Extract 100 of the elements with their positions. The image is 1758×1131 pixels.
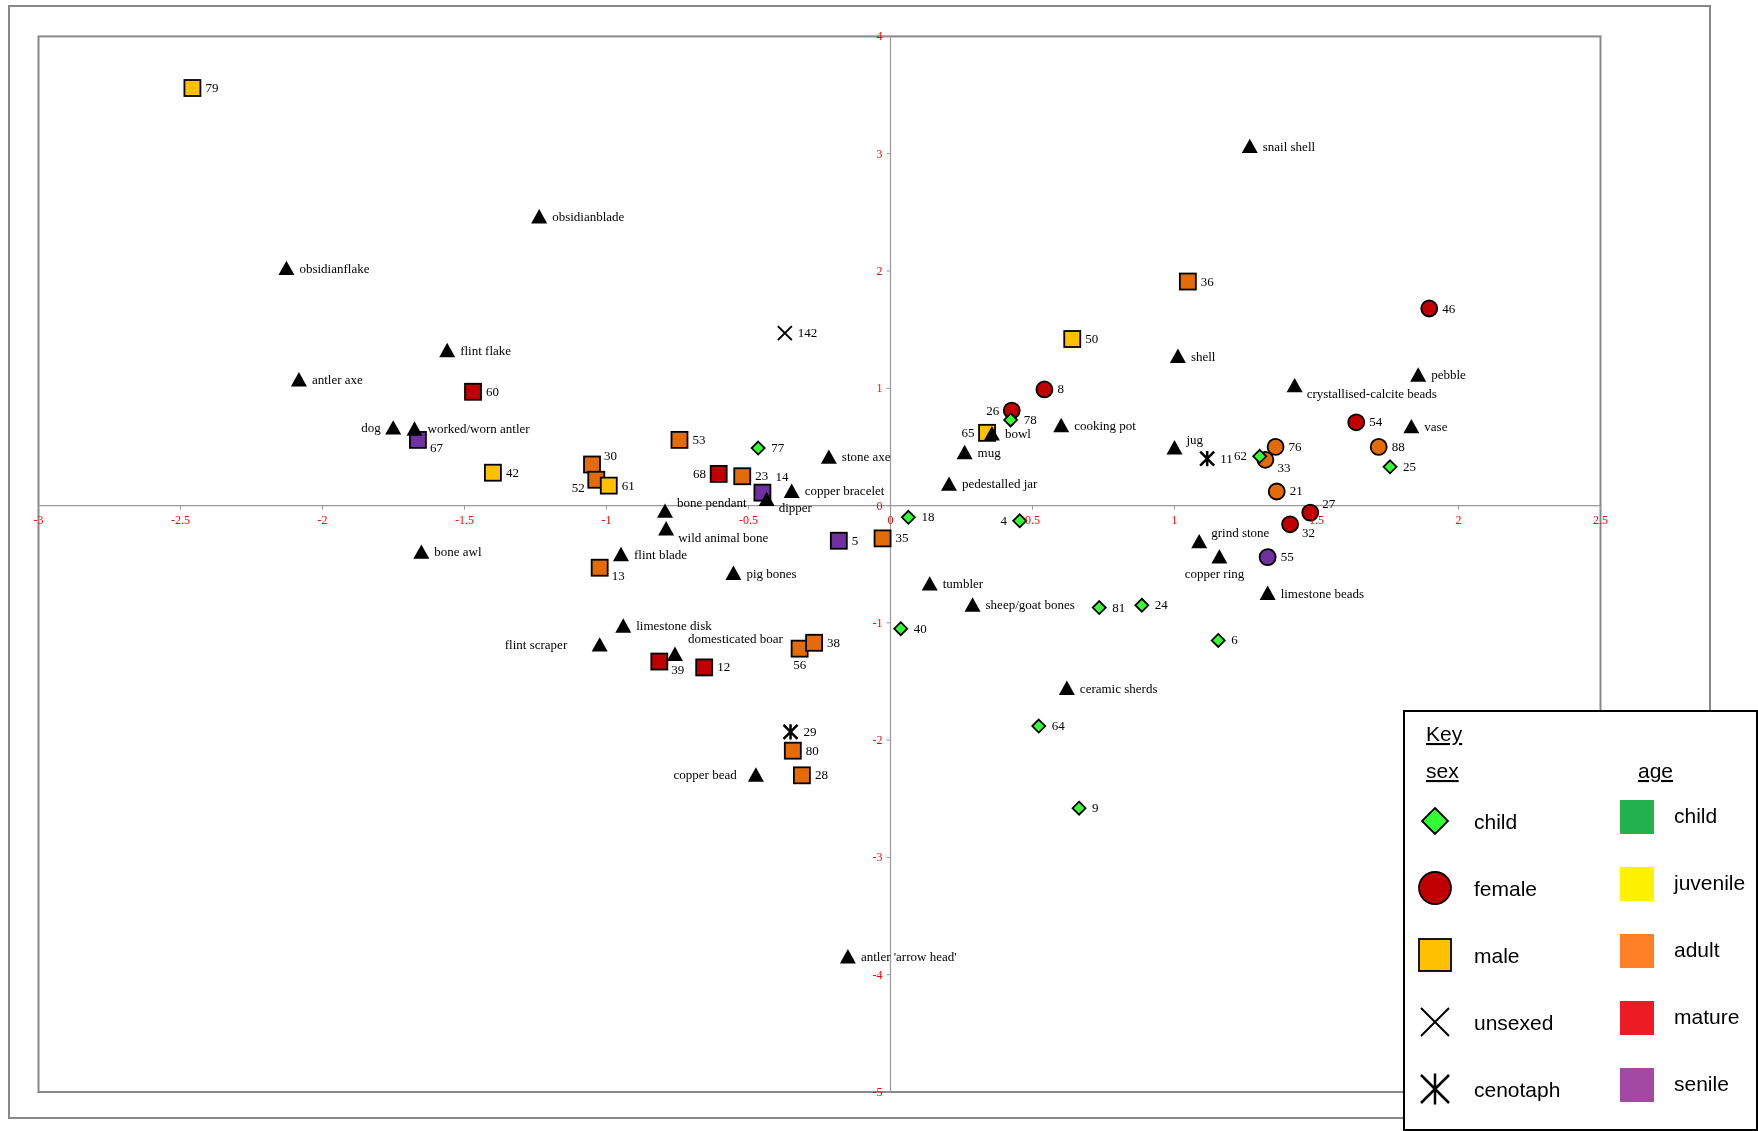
annotation: 39 (671, 662, 685, 678)
annotation: 54 (1369, 414, 1383, 430)
point (964, 597, 981, 612)
annotation: mug (977, 444, 1002, 460)
annotation: 38 (827, 634, 841, 650)
point (783, 741, 802, 760)
annotation: 33 (1277, 460, 1291, 476)
point (783, 483, 800, 498)
point (1420, 299, 1439, 318)
x-tick-label: -3 (33, 512, 44, 527)
point (531, 209, 548, 224)
point (406, 421, 423, 436)
annotation: dipper (778, 500, 813, 516)
point (733, 467, 752, 486)
point (792, 766, 811, 785)
point (1198, 449, 1216, 468)
legend-label: male (1474, 944, 1520, 967)
y-tick-label: 2 (876, 263, 883, 278)
annotation: domesticated boar (687, 631, 784, 647)
annotation: 53 (692, 431, 706, 447)
annotation: copper bracelet (804, 483, 885, 499)
text: adult (1674, 938, 1720, 961)
point (1252, 448, 1268, 464)
point (413, 544, 430, 559)
annotation: flint blade (633, 546, 688, 562)
annotation: 13 (611, 568, 625, 584)
point (839, 949, 856, 964)
y-tick-label: 3 (876, 146, 883, 161)
annotation: 18 (921, 509, 935, 525)
annotation: snail shell (1262, 138, 1316, 154)
annotation: 56 (793, 657, 807, 673)
x-tick-label: -2.5 (171, 512, 190, 527)
annotation: limestone beads (1280, 585, 1365, 601)
point (1134, 597, 1150, 613)
annotation: 142 (797, 325, 818, 341)
annotation: flint scraper (504, 637, 568, 653)
text: juvenile (1673, 871, 1746, 894)
text: child (1674, 804, 1718, 827)
annotation: 5 (851, 532, 859, 548)
annotation: 65 (961, 424, 975, 440)
legend-label: child (1474, 810, 1518, 833)
point (782, 722, 799, 741)
annotation: 12 (717, 659, 731, 675)
point (900, 509, 916, 525)
point (829, 531, 848, 550)
point (805, 633, 823, 652)
point (666, 646, 683, 661)
point (1410, 367, 1427, 382)
point (747, 767, 764, 782)
annotation: 6 (1231, 632, 1239, 648)
point (750, 440, 766, 456)
point (1210, 633, 1226, 648)
annotation: 25 (1403, 458, 1417, 474)
annotation: 64 (1051, 718, 1066, 734)
y-tick-label: -4 (872, 967, 883, 982)
point (1091, 600, 1107, 615)
annotation: grind stone (1211, 525, 1270, 541)
annotation: wild animal bone (678, 529, 769, 545)
annotation: shell (1190, 348, 1216, 364)
x-tick-label: 1.5 (1309, 512, 1324, 527)
annotation: 81 (1112, 599, 1126, 615)
annotation: 78 (1023, 411, 1037, 427)
annotation: 4 (1000, 512, 1008, 528)
annotation: 30 (604, 448, 618, 463)
point (956, 444, 973, 460)
annotation: 50 (1085, 331, 1099, 347)
point (612, 546, 629, 562)
point (873, 529, 892, 548)
point (941, 476, 957, 491)
point (670, 430, 689, 449)
annotation: pig bones (746, 565, 797, 581)
point (1191, 533, 1208, 549)
x-tick-label: -1.5 (455, 512, 474, 527)
annotation: bone awl (434, 544, 483, 560)
annotation: 27 (1322, 496, 1336, 512)
annotation: 23 (755, 468, 769, 484)
annotation: pebble (1431, 367, 1467, 383)
annotation: sex (1426, 759, 1460, 782)
point (278, 260, 295, 276)
point (599, 476, 618, 495)
point (439, 342, 456, 358)
x-tick-label: 2 (1455, 512, 1462, 527)
point (1166, 440, 1183, 455)
point (1403, 418, 1420, 434)
annotation: 77 (771, 440, 785, 456)
annotation: pedestalled jar (962, 476, 1039, 492)
annotation: 32 (1302, 524, 1316, 540)
annotation: jug (1185, 431, 1204, 447)
annotation: obsidianblade (552, 209, 625, 225)
point (921, 576, 938, 591)
point (657, 503, 673, 518)
y-tick-label: 1 (876, 381, 883, 396)
point (893, 621, 909, 637)
annotation: antler axe (311, 372, 364, 388)
x-tick-label: -2 (317, 512, 328, 527)
annotation: 28 (814, 767, 828, 783)
point (1286, 377, 1303, 393)
point (1259, 585, 1276, 600)
y-tick-label: -1 (872, 615, 883, 630)
x-tick-label: 2.5 (1593, 512, 1608, 527)
